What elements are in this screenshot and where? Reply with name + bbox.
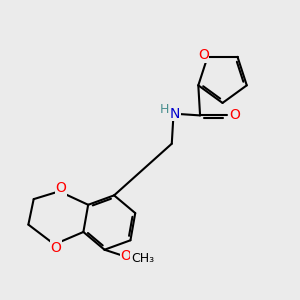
Text: H: H	[160, 103, 169, 116]
Text: O: O	[198, 48, 209, 62]
Text: O: O	[120, 249, 131, 263]
Text: N: N	[170, 106, 181, 121]
Text: O: O	[56, 181, 66, 195]
Text: CH₃: CH₃	[131, 252, 154, 266]
Text: O: O	[51, 241, 62, 255]
Text: O: O	[229, 108, 240, 122]
